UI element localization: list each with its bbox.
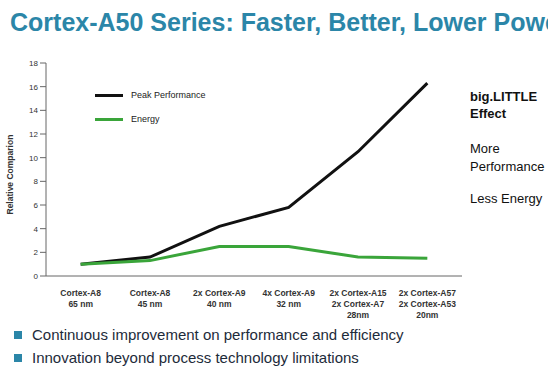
svg-text:2x Cortex-A572x Cortex-A5320nm: 2x Cortex-A572x Cortex-A5320nm [399, 288, 456, 320]
html-text:Energy: Energy [131, 114, 160, 124]
svg-text:Cortex-A865 nm: Cortex-A865 nm [60, 288, 101, 309]
html-text:big.LITTLE Effect: big.LITTLE Effect [470, 89, 538, 121]
svg-text:8: 8 [34, 177, 39, 186]
svg-text:6: 6 [34, 201, 39, 210]
svg-text:Relative Comparion: Relative Comparion [8, 135, 15, 215]
svg-text:Cortex-A845 nm: Cortex-A845 nm [130, 288, 171, 309]
svg-text:2x Cortex-A152x Cortex-A728nm: 2x Cortex-A152x Cortex-A728nm [329, 288, 386, 320]
html-text:Peak Performance: Peak Performance [131, 90, 206, 100]
html-text:Less Energy: Less Energy [470, 191, 543, 206]
svg-text:18: 18 [29, 59, 38, 68]
svg-text:0: 0 [34, 272, 39, 281]
svg-text:10: 10 [29, 154, 38, 163]
svg-text:4: 4 [34, 225, 39, 234]
svg-text:16: 16 [29, 83, 38, 92]
svg-text:12: 12 [29, 130, 38, 139]
svg-text:14: 14 [29, 106, 38, 115]
html-text:More Performance: More Performance [470, 141, 545, 174]
svg-text:4x Cortex-A932 nm: 4x Cortex-A932 nm [262, 288, 315, 309]
html-text:Continuous improvement on perf: Continuous improvement on performance an… [32, 326, 404, 343]
svg-text:2: 2 [34, 248, 39, 257]
svg-text:2x Cortex-A940 nm: 2x Cortex-A940 nm [193, 288, 246, 309]
html-text:Innovation beyond process tech: Innovation beyond process technology lim… [32, 349, 359, 366]
